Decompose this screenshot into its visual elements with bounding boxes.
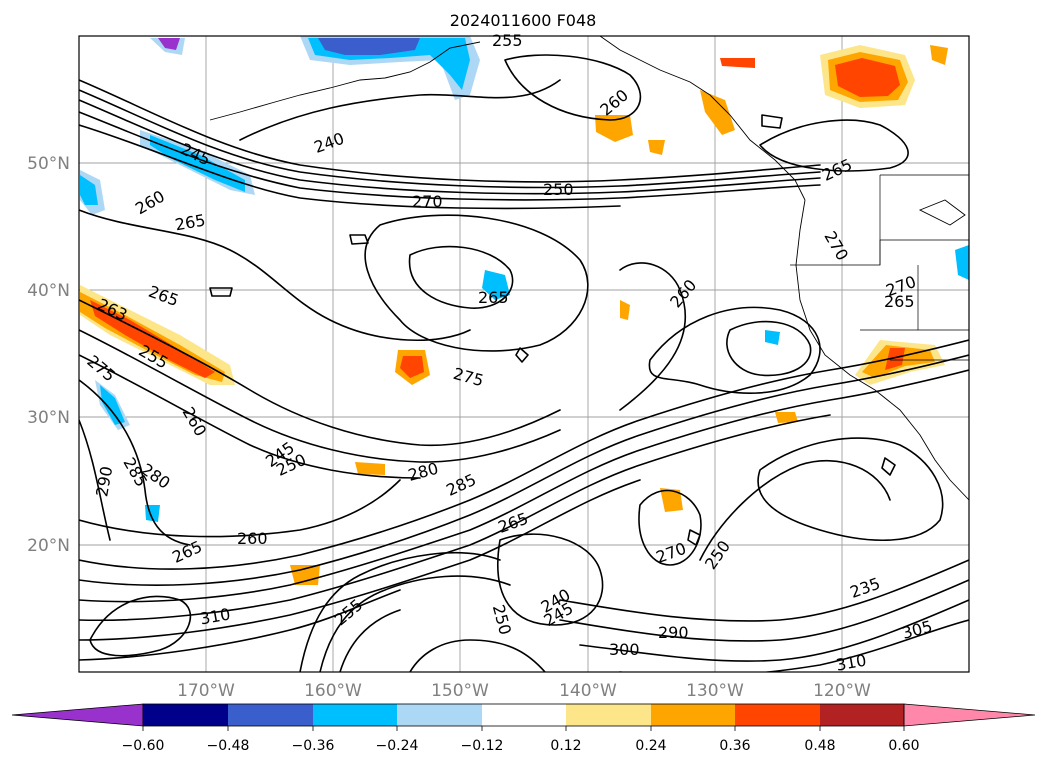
colorbar-tick: 0.48 [804,738,835,754]
lat-label-50n: 50°N [27,154,70,174]
lon-label-120w: 120°W [813,681,871,701]
colorbar-tick: −0.12 [461,738,504,754]
colorbar-tick: 0.60 [888,738,919,754]
map-panel: 255 260 250 270 240 245 260 265 265 270 … [27,31,970,701]
lat-label-20n: 20°N [27,536,70,556]
colorbar-tick: −0.48 [207,738,250,754]
contour-label: 260 [237,529,268,548]
contour-label: 270 [412,192,443,211]
coastlines [209,36,969,501]
colorbar-segment [397,704,482,726]
colorbar-segment [820,704,904,726]
lon-label-160w: 160°W [304,681,362,701]
colorbar-tick: −0.24 [376,738,419,754]
colorbar-tick: −0.36 [292,738,335,754]
latitude-labels: 50°N 40°N 30°N 20°N [27,154,70,556]
colorbar-segment [651,704,735,726]
colorbar: −0.60 −0.48 −0.36 −0.24 −0.12 0.12 0.24 … [11,703,1036,754]
lon-label-130w: 130°W [686,681,744,701]
colorbar-segment [735,704,820,726]
colorbar-tick: 0.12 [550,738,581,754]
contour-label: 300 [609,640,640,659]
figure-title: 2024011600 F048 [450,11,597,30]
lat-label-30n: 30°N [27,408,70,428]
contour-label: 265 [884,292,915,311]
contour-label: 250 [543,180,574,199]
contour-label: 255 [492,31,523,50]
contours [79,54,969,672]
colorbar-extend-low [11,703,144,727]
colorbar-segment [566,704,651,726]
colorbar-segment [228,704,313,726]
colorbar-extend-high [903,703,1036,727]
lat-label-40n: 40°N [27,281,70,301]
colorbar-segment [482,704,566,726]
lon-label-170w: 170°W [177,681,235,701]
contour-label: 290 [658,623,689,642]
contour-label: 265 [478,288,509,307]
colorbar-tick: −0.60 [122,738,165,754]
colorbar-segment [143,704,228,726]
lon-label-150w: 150°W [431,681,489,701]
colorbar-segment [313,704,397,726]
longitude-labels: 170°W 160°W 150°W 140°W 130°W 120°W [177,681,871,701]
colorbar-tick: 0.24 [635,738,666,754]
colorbar-tick: 0.36 [719,738,750,754]
lon-label-140w: 140°W [559,681,617,701]
